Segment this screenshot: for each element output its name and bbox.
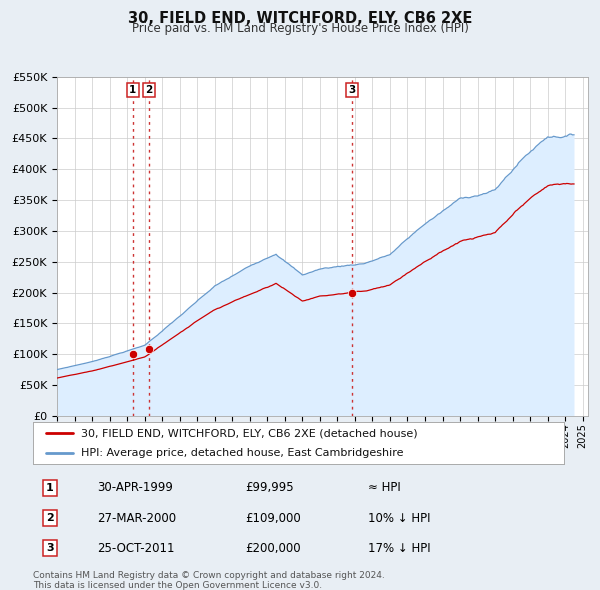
Text: £200,000: £200,000: [245, 542, 301, 555]
Text: 17% ↓ HPI: 17% ↓ HPI: [368, 542, 430, 555]
Text: ≈ HPI: ≈ HPI: [368, 481, 400, 494]
Text: 3: 3: [46, 543, 54, 553]
Text: Contains HM Land Registry data © Crown copyright and database right 2024.
This d: Contains HM Land Registry data © Crown c…: [33, 571, 385, 590]
Text: 30, FIELD END, WITCHFORD, ELY, CB6 2XE: 30, FIELD END, WITCHFORD, ELY, CB6 2XE: [128, 11, 472, 25]
Text: 1: 1: [46, 483, 54, 493]
Text: 3: 3: [348, 85, 355, 95]
Text: HPI: Average price, detached house, East Cambridgeshire: HPI: Average price, detached house, East…: [81, 448, 403, 458]
Text: 27-MAR-2000: 27-MAR-2000: [97, 512, 176, 525]
Text: £99,995: £99,995: [245, 481, 294, 494]
Text: 10% ↓ HPI: 10% ↓ HPI: [368, 512, 430, 525]
Text: 30, FIELD END, WITCHFORD, ELY, CB6 2XE (detached house): 30, FIELD END, WITCHFORD, ELY, CB6 2XE (…: [81, 428, 418, 438]
Text: £109,000: £109,000: [245, 512, 301, 525]
Text: 1: 1: [129, 85, 137, 95]
Text: 30-APR-1999: 30-APR-1999: [97, 481, 173, 494]
Text: Price paid vs. HM Land Registry's House Price Index (HPI): Price paid vs. HM Land Registry's House …: [131, 22, 469, 35]
Text: 2: 2: [46, 513, 54, 523]
Text: 25-OCT-2011: 25-OCT-2011: [97, 542, 174, 555]
Text: 2: 2: [145, 85, 152, 95]
